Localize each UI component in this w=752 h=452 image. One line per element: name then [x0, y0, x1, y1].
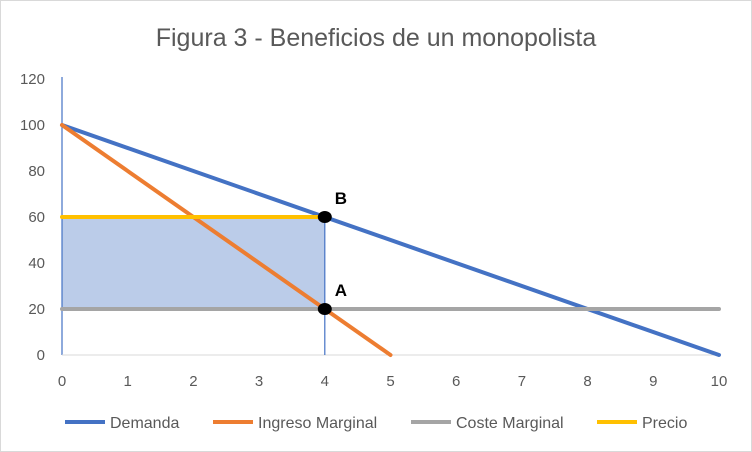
plot-area: 0 20 40 60 80 100 120 0 1 2 3 4 5 6 7 8 9 10 B A	[20, 71, 727, 390]
legend-label-precio: Precio	[642, 415, 687, 432]
y-tick-label: 60	[28, 209, 45, 226]
y-tick-label: 0	[37, 347, 45, 364]
x-tick-label: 10	[711, 373, 728, 390]
x-tick-label: 9	[649, 373, 657, 390]
legend-label-ingreso-marginal: Ingreso Marginal	[258, 415, 377, 432]
x-tick-label: 7	[518, 373, 526, 390]
series-line-demanda	[60, 123, 721, 357]
point-marker-b	[317, 211, 332, 223]
series-line-ingreso-marginal	[60, 123, 393, 357]
point-marker-a	[317, 303, 332, 315]
x-tick-label: 3	[255, 373, 263, 390]
shaded-profit-area	[62, 217, 325, 309]
x-tick-label: 1	[124, 373, 132, 390]
x-tick-label: 4	[321, 373, 329, 390]
legend: Demanda Ingreso Marginal Coste Marginal Pre…	[65, 415, 687, 432]
x-tick-label: 5	[386, 373, 394, 390]
legend-label-demanda: Demanda	[110, 415, 179, 432]
y-tick-label: 120	[20, 71, 45, 88]
y-tick-label: 80	[28, 163, 45, 180]
y-tick-label: 40	[28, 255, 45, 272]
y-tick-label: 100	[20, 117, 45, 134]
point-label-a: A	[335, 281, 347, 300]
legend-label-coste-marginal: Coste Marginal	[456, 415, 564, 432]
point-label-b: B	[335, 189, 347, 208]
x-tick-label: 0	[58, 373, 66, 390]
chart-title: Figura 3 - Beneficios de un monopolista	[156, 24, 597, 52]
x-tick-label: 8	[583, 373, 591, 390]
y-tick-label: 20	[28, 301, 45, 318]
x-tick-label: 6	[452, 373, 460, 390]
x-tick-label: 2	[189, 373, 197, 390]
